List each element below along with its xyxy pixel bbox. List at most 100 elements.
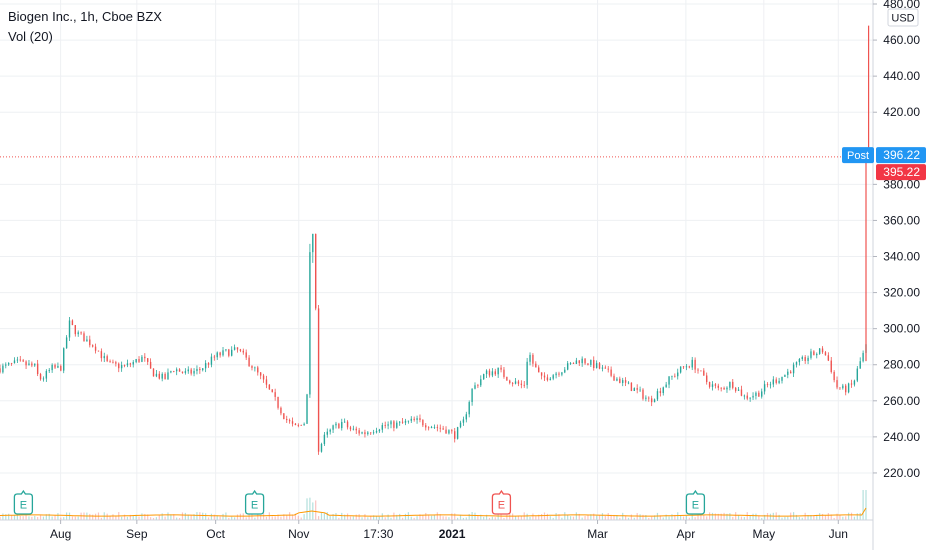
candle — [280, 406, 282, 416]
candle-body — [349, 427, 352, 430]
candle-body — [850, 383, 853, 385]
volume-bar — [216, 515, 218, 520]
candle — [28, 360, 30, 366]
volume-bar — [816, 514, 818, 520]
candle-body — [804, 357, 806, 361]
candle — [425, 423, 427, 431]
candle-body — [830, 360, 832, 372]
candle — [624, 377, 627, 387]
candle-body — [262, 375, 265, 380]
candle-body — [430, 427, 433, 428]
candle-body — [810, 351, 812, 358]
candle — [607, 366, 609, 373]
volume-bar — [0, 516, 1, 520]
price-tick-label: 280.00 — [883, 358, 920, 372]
candle — [262, 373, 265, 383]
candle-body — [367, 432, 369, 435]
earnings-marker[interactable]: E — [244, 489, 265, 515]
candle-body — [167, 372, 169, 380]
earnings-marker[interactable]: E — [13, 489, 34, 515]
candle — [833, 370, 835, 383]
candle — [616, 377, 618, 382]
candle-body — [187, 369, 189, 372]
candle — [219, 351, 221, 358]
candle-body — [387, 424, 389, 426]
candle-body — [120, 365, 123, 369]
volume-bar — [717, 513, 719, 520]
volume-bar — [787, 516, 789, 520]
volume-bar — [138, 516, 140, 520]
volume-bar — [407, 512, 409, 520]
candle — [213, 354, 216, 361]
candle-body — [688, 366, 691, 368]
volume-bar — [807, 515, 809, 520]
candle-body — [572, 363, 575, 364]
candle-body — [2, 365, 4, 373]
volume-bar — [349, 516, 352, 520]
candle — [320, 442, 323, 453]
earnings-marker[interactable]: E — [491, 489, 512, 515]
candle-body — [106, 356, 108, 362]
volume-bar — [300, 517, 302, 520]
volume-bar — [795, 514, 798, 520]
candle — [103, 352, 105, 363]
last-price-label: 395.22 — [883, 165, 920, 179]
candle-body — [196, 368, 198, 372]
candle-body — [280, 407, 282, 414]
candle — [749, 397, 751, 402]
volume-bar — [735, 512, 737, 520]
volume-bar — [651, 516, 653, 520]
candle-body — [297, 425, 300, 426]
volume-bar — [604, 515, 606, 520]
candle-body — [404, 420, 407, 423]
candle-body — [459, 422, 462, 428]
candle-body — [514, 381, 517, 384]
candle-body — [543, 375, 546, 378]
candle-body — [503, 369, 505, 377]
candle-body — [294, 423, 297, 426]
volume-bar — [381, 513, 383, 520]
post-price-label: 396.22 — [883, 148, 920, 162]
candle-body — [89, 339, 91, 346]
earnings-marker[interactable]: E — [685, 489, 706, 515]
volume-bar — [74, 516, 76, 520]
volume-bar — [848, 512, 850, 520]
candle — [564, 367, 566, 374]
volume-bar — [853, 516, 856, 520]
candle-body — [239, 349, 242, 351]
candle-body — [370, 432, 372, 434]
candle — [401, 418, 404, 424]
volume-bar — [63, 517, 65, 520]
candle-body — [257, 367, 259, 373]
volume-bar — [248, 514, 250, 520]
candle-body — [25, 361, 27, 366]
candle — [488, 368, 491, 378]
volume-bar — [480, 514, 482, 520]
volume-bar — [303, 514, 305, 520]
candle — [184, 368, 187, 375]
candle-body — [355, 428, 357, 431]
candle-body — [677, 372, 679, 377]
candle — [245, 349, 247, 360]
candle — [312, 233, 314, 263]
candle-body — [158, 373, 160, 379]
candle — [708, 381, 711, 389]
candle — [152, 368, 155, 377]
candle — [584, 358, 586, 365]
candle — [662, 386, 664, 396]
volume-bar — [115, 515, 117, 520]
volume-bar — [642, 514, 644, 520]
candle — [526, 357, 528, 389]
volume-bar — [766, 513, 769, 520]
currency-badge[interactable]: USD — [887, 8, 919, 27]
candle-body — [91, 345, 94, 347]
candle — [422, 419, 424, 428]
candle-body — [422, 420, 424, 426]
volume-bar — [555, 513, 557, 520]
candle — [36, 359, 39, 377]
candle-body — [610, 369, 612, 376]
volume-bar — [520, 515, 522, 520]
candle-body — [448, 430, 450, 434]
